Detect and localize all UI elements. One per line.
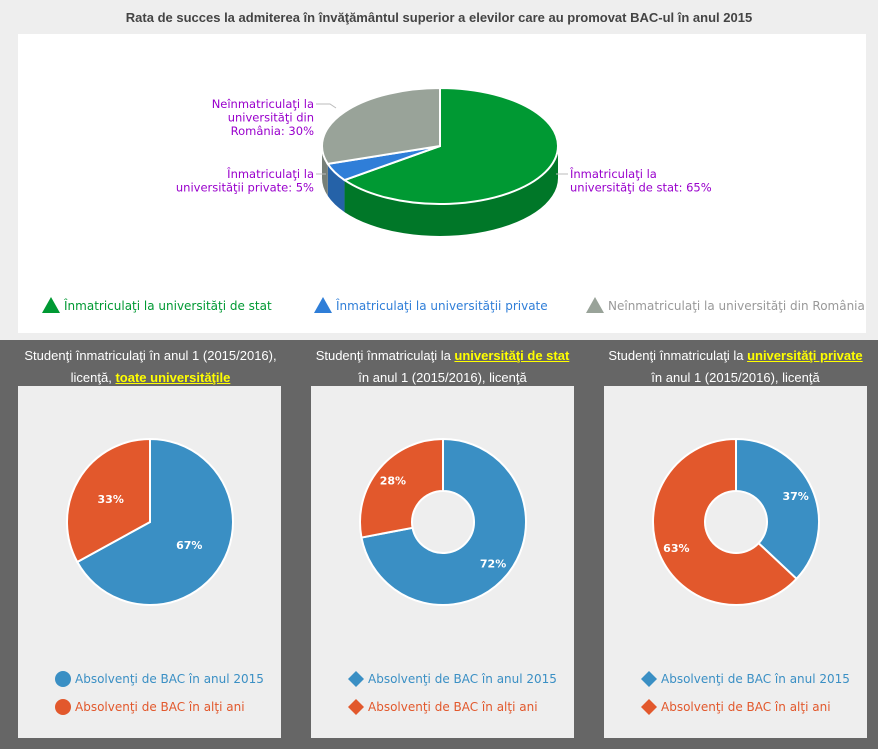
data-label: 67% bbox=[176, 539, 202, 552]
legend-diamond-icon bbox=[348, 699, 364, 715]
top-panel: Rata de succes la admiterea în învăţămân… bbox=[0, 0, 878, 340]
pie-slice-0 bbox=[75, 437, 234, 606]
pie-chart-1: 67% 33% Absolvenţi de BAC în anul 2015 Abso… bbox=[55, 437, 264, 715]
legend-diamond-icon bbox=[641, 699, 657, 715]
legend-item: Absolvenţi de BAC în alţi ani bbox=[75, 700, 245, 714]
pie-side-0 bbox=[344, 146, 558, 236]
heading-text: în anul 1 (2015/2016), licenţă bbox=[651, 370, 820, 385]
legend-item: Înmatriculaţi la universităţii private bbox=[335, 298, 548, 313]
pie-slice-1 bbox=[66, 437, 151, 564]
legend-triangle-icon bbox=[314, 297, 332, 313]
heading-text: licenţă, bbox=[70, 370, 116, 385]
legend-item: Absolvenţi de BAC în alţi ani bbox=[368, 700, 538, 714]
data-label-1: Înmatriculaţi la bbox=[226, 166, 314, 181]
pie-slice-2 bbox=[321, 86, 441, 166]
heading-link[interactable]: toate universităţile bbox=[115, 370, 231, 385]
pie-slice-0 bbox=[342, 86, 559, 205]
legend-item: Absolvenţi de BAC în anul 2015 bbox=[661, 672, 850, 686]
chart-card-1: 67% 33% Absolvenţi de BAC în anul 2015 Abso… bbox=[18, 386, 281, 738]
pie-chart-3: 37% 63% Absolvenţi de BAC în anul 2015 Abso… bbox=[641, 437, 850, 715]
chart-title: Rata de succes la admiterea în învăţămân… bbox=[125, 10, 753, 25]
heading-text: în anul 1 (2015/2016), licenţă bbox=[358, 370, 527, 385]
legend-circle-icon bbox=[55, 671, 71, 687]
panel-heading-1: Studenţi înmatriculaţi în anul 1 (2015/2… bbox=[4, 345, 297, 389]
chart-card-3: 37% 63% Absolvenţi de BAC în anul 2015 Abso… bbox=[604, 386, 867, 738]
pie-side-2 bbox=[322, 146, 328, 196]
legend-item: Absolvenţi de BAC în anul 2015 bbox=[368, 672, 557, 686]
panel-heading-3: Studenţi înmatriculaţi la universităţi p… bbox=[589, 345, 878, 389]
data-label-0: universităţi de stat: 65% bbox=[570, 181, 712, 195]
pie-slice-0 bbox=[360, 437, 527, 606]
data-label: 63% bbox=[663, 542, 689, 555]
legend-item: Neînmatriculaţi la universităţi din Româ… bbox=[608, 299, 865, 313]
heading-text: Studenţi înmatriculaţi în anul 1 (2015/2… bbox=[24, 348, 277, 363]
data-label-2: universităţi din bbox=[228, 111, 314, 125]
pie-slice-1 bbox=[652, 437, 798, 606]
legend-triangle-icon bbox=[42, 297, 60, 313]
legend-item: Absolvenţi de BAC în anul 2015 bbox=[75, 672, 264, 686]
heading-link[interactable]: universităţi de stat bbox=[454, 348, 570, 363]
pie-slice-1 bbox=[359, 437, 444, 539]
data-label-0: Înmatriculaţi la bbox=[569, 166, 657, 181]
pie-slice-0 bbox=[735, 437, 820, 581]
heading-link[interactable]: universităţi private bbox=[747, 348, 863, 363]
legend-item: Înmatriculaţi la universităţi de stat bbox=[63, 298, 272, 313]
panel-heading-2: Studenţi înmatriculaţi la universităţi d… bbox=[296, 345, 589, 389]
heading-text: Studenţi înmatriculaţi la bbox=[608, 348, 748, 363]
data-label: 28% bbox=[380, 475, 406, 488]
chart-card-2: 72% 28% Absolvenţi de BAC în anul 2015 Abso… bbox=[311, 386, 574, 738]
data-label-2: România: 30% bbox=[231, 124, 314, 138]
data-label: 37% bbox=[782, 490, 808, 503]
top-chart-area: Înmatriculaţi la universităţi de stat: 65… bbox=[18, 34, 866, 333]
legend-item: Absolvenţi de BAC în alţi ani bbox=[661, 700, 831, 714]
pie-side-1 bbox=[327, 163, 345, 213]
data-label: 33% bbox=[98, 493, 124, 506]
heading-text: Studenţi înmatriculaţi la bbox=[315, 348, 455, 363]
data-label: 72% bbox=[480, 557, 506, 570]
legend-circle-icon bbox=[55, 699, 71, 715]
data-label-2: Neînmatriculaţi la bbox=[212, 97, 314, 111]
connector-line bbox=[316, 103, 337, 109]
legend-triangle-icon bbox=[586, 297, 604, 313]
pie-chart-2: 72% 28% Absolvenţi de BAC în anul 2015 Abso… bbox=[348, 437, 557, 715]
legend-diamond-icon bbox=[641, 671, 657, 687]
data-label-1: universităţii private: 5% bbox=[176, 181, 314, 195]
legend-diamond-icon bbox=[348, 671, 364, 687]
